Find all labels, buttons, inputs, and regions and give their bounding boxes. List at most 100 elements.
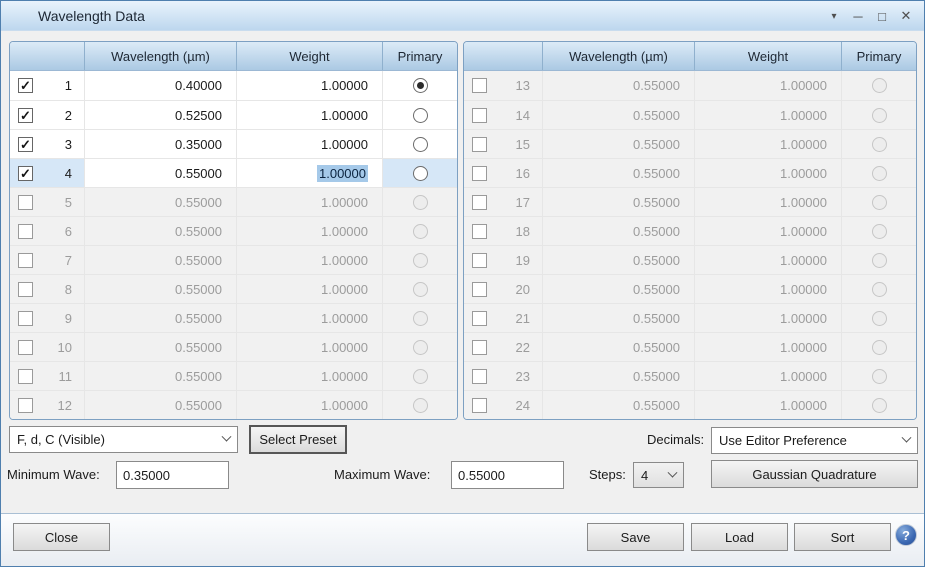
primary-cell[interactable] bbox=[382, 391, 457, 419]
wavelength-cell[interactable]: 0.55000 bbox=[84, 246, 236, 274]
wavelength-cell[interactable]: 0.55000 bbox=[542, 130, 694, 158]
weight-cell[interactable]: 1.00000 bbox=[694, 188, 841, 216]
wavelength-cell[interactable]: 0.52500 bbox=[84, 101, 236, 129]
checkbox-unchecked-icon[interactable] bbox=[472, 165, 487, 181]
checkbox-checked-icon[interactable]: ✓ bbox=[18, 136, 33, 152]
checkbox-unchecked-icon[interactable] bbox=[472, 107, 487, 123]
table-row[interactable]: 22 0.55000 1.00000 bbox=[464, 332, 916, 361]
checkbox-unchecked-icon[interactable] bbox=[472, 78, 487, 93]
checkbox-unchecked-icon[interactable] bbox=[472, 310, 487, 326]
weight-cell[interactable]: 1.00000 bbox=[694, 101, 841, 129]
weight-cell[interactable]: 1.00000 bbox=[236, 217, 382, 245]
wavelength-cell[interactable]: 0.40000 bbox=[84, 71, 236, 100]
table-row[interactable]: 6 0.55000 1.00000 bbox=[10, 216, 457, 245]
window-menu-icon[interactable]: ▾ bbox=[831, 10, 837, 22]
gaussian-quadrature-button[interactable]: Gaussian Quadrature bbox=[711, 460, 918, 488]
table-row[interactable]: 10 0.55000 1.00000 bbox=[10, 332, 457, 361]
wavelength-cell[interactable]: 0.55000 bbox=[542, 304, 694, 332]
primary-cell[interactable] bbox=[382, 71, 457, 100]
sort-button[interactable]: Sort bbox=[794, 523, 891, 551]
primary-radio-icon[interactable] bbox=[412, 78, 428, 93]
wavelength-cell[interactable]: 0.55000 bbox=[542, 246, 694, 274]
primary-cell[interactable] bbox=[841, 246, 916, 274]
primary-cell[interactable] bbox=[841, 188, 916, 216]
primary-cell[interactable] bbox=[382, 246, 457, 274]
primary-cell[interactable] bbox=[382, 275, 457, 303]
table-row[interactable]: 11 0.55000 1.00000 bbox=[10, 361, 457, 390]
wavelength-cell[interactable]: 0.55000 bbox=[84, 217, 236, 245]
primary-cell[interactable] bbox=[841, 71, 916, 100]
checkbox-unchecked-icon[interactable] bbox=[472, 136, 487, 152]
checkbox-unchecked-icon[interactable] bbox=[472, 223, 487, 239]
primary-radio-icon[interactable] bbox=[412, 165, 428, 181]
weight-cell[interactable]: 1.00000 bbox=[236, 275, 382, 303]
minimize-icon[interactable]: ─ bbox=[853, 8, 863, 24]
steps-dropdown[interactable]: 4 bbox=[633, 462, 684, 488]
checkbox-unchecked-icon[interactable] bbox=[18, 339, 33, 355]
primary-radio-icon[interactable] bbox=[412, 107, 428, 123]
checkbox-unchecked-icon[interactable] bbox=[472, 194, 487, 210]
table-row[interactable]: 23 0.55000 1.00000 bbox=[464, 361, 916, 390]
preset-dropdown[interactable]: F, d, C (Visible) bbox=[9, 426, 238, 453]
table-row[interactable]: 19 0.55000 1.00000 bbox=[464, 245, 916, 274]
wavelength-cell[interactable]: 0.55000 bbox=[542, 188, 694, 216]
weight-cell[interactable]: 1.00000 bbox=[694, 130, 841, 158]
primary-cell[interactable] bbox=[382, 304, 457, 332]
weight-cell[interactable]: 1.00000 bbox=[236, 130, 382, 158]
wavelength-cell[interactable]: 0.55000 bbox=[84, 362, 236, 390]
weight-cell[interactable]: 1.00000 bbox=[694, 333, 841, 361]
table-row[interactable]: 21 0.55000 1.00000 bbox=[464, 303, 916, 332]
wavelength-cell[interactable]: 0.55000 bbox=[84, 275, 236, 303]
table-row[interactable]: 17 0.55000 1.00000 bbox=[464, 187, 916, 216]
select-preset-button[interactable]: Select Preset bbox=[249, 425, 347, 454]
primary-cell[interactable] bbox=[841, 159, 916, 187]
wavelength-cell[interactable]: 0.55000 bbox=[84, 159, 236, 187]
weight-cell[interactable]: 1.00000 bbox=[694, 275, 841, 303]
primary-cell[interactable] bbox=[841, 217, 916, 245]
table-row[interactable]: ✓ 3 0.35000 1.00000 bbox=[10, 129, 457, 158]
maximum-wave-input[interactable] bbox=[451, 461, 564, 489]
wavelength-cell[interactable]: 0.55000 bbox=[542, 275, 694, 303]
table-row[interactable]: 13 0.55000 1.00000 bbox=[464, 71, 916, 100]
checkbox-unchecked-icon[interactable] bbox=[18, 397, 33, 413]
table-row[interactable]: 24 0.55000 1.00000 bbox=[464, 390, 916, 419]
table-row[interactable]: 16 0.55000 1.00000 bbox=[464, 158, 916, 187]
checkbox-checked-icon[interactable]: ✓ bbox=[18, 78, 33, 93]
table-row[interactable]: ✓ 1 0.40000 1.00000 bbox=[10, 71, 457, 100]
table-row[interactable]: 8 0.55000 1.00000 bbox=[10, 274, 457, 303]
checkbox-unchecked-icon[interactable] bbox=[472, 368, 487, 384]
close-button[interactable]: Close bbox=[13, 523, 110, 551]
wavelength-cell[interactable]: 0.55000 bbox=[542, 101, 694, 129]
primary-radio-icon[interactable] bbox=[412, 136, 428, 152]
checkbox-unchecked-icon[interactable] bbox=[472, 339, 487, 355]
primary-cell[interactable] bbox=[382, 333, 457, 361]
table-row[interactable]: ✓ 2 0.52500 1.00000 bbox=[10, 100, 457, 129]
wavelength-cell[interactable]: 0.55000 bbox=[84, 188, 236, 216]
primary-cell[interactable] bbox=[382, 159, 457, 187]
weight-cell[interactable]: 1.00000 bbox=[694, 159, 841, 187]
primary-cell[interactable] bbox=[841, 362, 916, 390]
checkbox-unchecked-icon[interactable] bbox=[18, 194, 33, 210]
table-row[interactable]: 9 0.55000 1.00000 bbox=[10, 303, 457, 332]
primary-cell[interactable] bbox=[382, 188, 457, 216]
load-button[interactable]: Load bbox=[691, 523, 788, 551]
wavelength-cell[interactable]: 0.55000 bbox=[84, 391, 236, 419]
wavelength-cell[interactable]: 0.55000 bbox=[542, 71, 694, 100]
primary-cell[interactable] bbox=[841, 333, 916, 361]
table-row[interactable]: ✓ 4 0.55000 1.00000 bbox=[10, 158, 457, 187]
checkbox-unchecked-icon[interactable] bbox=[472, 281, 487, 297]
close-icon[interactable]: ✕ bbox=[900, 8, 912, 23]
checkbox-unchecked-icon[interactable] bbox=[18, 223, 33, 239]
wavelength-cell[interactable]: 0.35000 bbox=[84, 130, 236, 158]
checkbox-unchecked-icon[interactable] bbox=[18, 252, 33, 268]
weight-cell[interactable]: 1.00000 bbox=[236, 304, 382, 332]
minimum-wave-input[interactable] bbox=[116, 461, 229, 489]
wavelength-cell[interactable]: 0.55000 bbox=[542, 159, 694, 187]
checkbox-checked-icon[interactable]: ✓ bbox=[18, 107, 33, 123]
table-row[interactable]: 15 0.55000 1.00000 bbox=[464, 129, 916, 158]
table-row[interactable]: 7 0.55000 1.00000 bbox=[10, 245, 457, 274]
weight-cell[interactable]: 1.00000 bbox=[694, 391, 841, 419]
weight-cell[interactable]: 1.00000 bbox=[694, 71, 841, 100]
table-row[interactable]: 12 0.55000 1.00000 bbox=[10, 390, 457, 419]
table-row[interactable]: 14 0.55000 1.00000 bbox=[464, 100, 916, 129]
